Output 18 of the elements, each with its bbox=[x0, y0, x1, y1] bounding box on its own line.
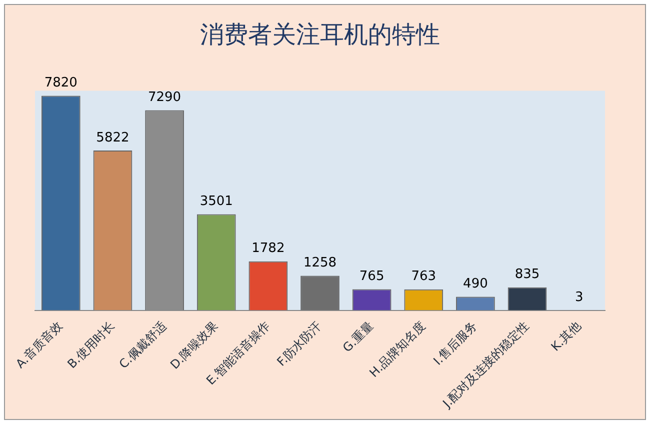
data-label: 763 bbox=[411, 269, 436, 284]
data-label: 3501 bbox=[200, 194, 233, 210]
x-tick-label: F.防水防汗 bbox=[274, 318, 324, 369]
x-tick-label: C.佩戴舒适 bbox=[116, 318, 169, 372]
data-label: 765 bbox=[359, 269, 384, 284]
chart-title: 消费者关注耳机的特性 bbox=[200, 20, 440, 49]
data-label: 7290 bbox=[148, 90, 182, 106]
x-tick-label: G.重量 bbox=[340, 318, 376, 355]
data-label: 3 bbox=[574, 290, 584, 306]
x-tick-label: A.音质音效 bbox=[13, 318, 66, 371]
data-label: 7820 bbox=[44, 76, 78, 91]
data-label: 490 bbox=[463, 276, 488, 292]
x-tick-label: B.使用时长 bbox=[64, 318, 118, 372]
data-label: 5822 bbox=[96, 130, 130, 146]
data-label: 1258 bbox=[303, 256, 337, 271]
data-label: 835 bbox=[514, 267, 540, 282]
x-tick-label: K.其他 bbox=[548, 318, 584, 354]
data-label: 1782 bbox=[252, 241, 285, 256]
